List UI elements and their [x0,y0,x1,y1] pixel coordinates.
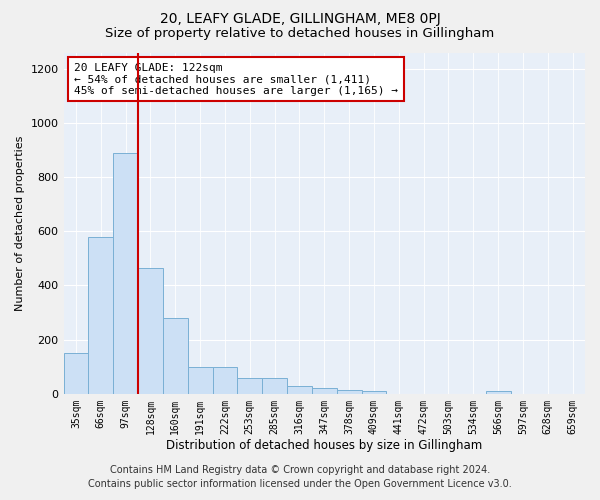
Bar [485,391,511,394]
Bar [212,366,238,394]
Bar [113,152,138,394]
Bar [163,318,188,394]
X-axis label: Distribution of detached houses by size in Gillingham: Distribution of detached houses by size … [166,440,482,452]
Text: 20 LEAFY GLADE: 122sqm
← 54% of detached houses are smaller (1,411)
45% of semi-: 20 LEAFY GLADE: 122sqm ← 54% of detached… [74,62,398,96]
Y-axis label: Number of detached properties: Number of detached properties [15,136,25,311]
Bar [88,236,113,394]
Bar [312,388,337,394]
Bar [188,366,212,394]
Bar [362,391,386,394]
Text: Size of property relative to detached houses in Gillingham: Size of property relative to detached ho… [106,26,494,40]
Bar [337,390,362,394]
Bar [287,386,312,394]
Bar [138,268,163,394]
Bar [262,378,287,394]
Text: Contains HM Land Registry data © Crown copyright and database right 2024.
Contai: Contains HM Land Registry data © Crown c… [88,465,512,489]
Bar [64,353,88,394]
Text: 20, LEAFY GLADE, GILLINGHAM, ME8 0PJ: 20, LEAFY GLADE, GILLINGHAM, ME8 0PJ [160,12,440,26]
Bar [238,378,262,394]
